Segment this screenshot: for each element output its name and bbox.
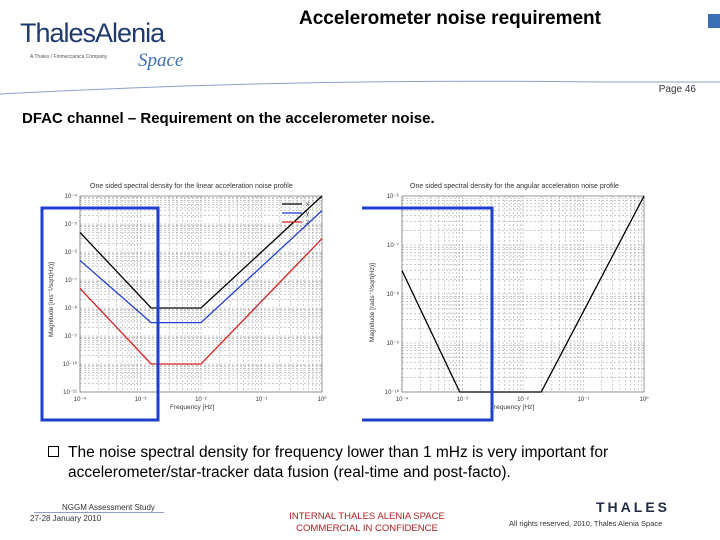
header-divider: [0, 80, 720, 95]
thales-logo: THALES: [596, 499, 670, 515]
footer-date: 27-28 January 2010: [30, 514, 102, 523]
legend-label: z: [306, 220, 309, 226]
legend-label: x: [306, 202, 309, 208]
series-line-x: [79, 195, 323, 309]
y-tick-label: 10⁻⁹: [65, 333, 78, 340]
y-tick-label: 10⁻⁴: [65, 193, 78, 200]
y-tick-label: 10⁻⁶: [65, 249, 78, 256]
chart-title: One sided spectral density for the angul…: [410, 183, 619, 190]
y-tick-label: 10⁻¹¹: [63, 390, 77, 396]
logo-tagline: A Thales / Finmeccanica Company: [30, 54, 108, 60]
x-tick-label: 10⁰: [639, 396, 649, 403]
x-tick-label: 10⁻⁴: [74, 396, 87, 403]
page-title: Accelerometer noise requirement: [298, 8, 601, 29]
y-tick-label: 10⁻⁶: [387, 193, 400, 200]
x-axis-label: Frequency [Hz]: [170, 404, 214, 411]
plot-frame: [79, 195, 323, 393]
page-number: Page 46: [658, 84, 696, 95]
y-axis-label: Magnitude [ms⁻²/sqrt(Hz)]: [48, 262, 55, 337]
x-axis-label: Frequency [Hz]: [490, 404, 534, 411]
angular-acceleration-chart: One sided spectral density for the angul…: [362, 183, 649, 422]
x-tick-label: 10⁻³: [457, 397, 469, 403]
y-tick-label: 10⁻¹⁰: [385, 389, 400, 396]
series-line-y: [79, 210, 323, 324]
chart-title: One sided spectral density for the linea…: [90, 183, 293, 190]
x-tick-label: 10⁻²: [195, 397, 207, 403]
x-tick-label: 10⁻⁴: [396, 396, 409, 403]
y-tick-label: 10⁻⁹: [387, 340, 400, 347]
x-tick-label: 10⁻¹: [256, 397, 268, 403]
y-tick-label: 10⁻⁸: [387, 291, 400, 298]
checkbox-bullet-icon: [48, 446, 59, 457]
logo-space-text: Space: [138, 50, 184, 71]
x-tick-label: 10⁻²: [517, 397, 529, 403]
bullet-text: The noise spectral density for frequency…: [68, 444, 609, 481]
y-tick-label: 10⁻⁷: [387, 242, 399, 249]
linear-acceleration-chart: One sided spectral density for the linea…: [40, 183, 327, 422]
highlight-box: [362, 206, 494, 422]
y-axis-label: Magnitude [rads⁻²/sqrt(Hz)]: [369, 263, 376, 342]
x-tick-label: 10⁻¹: [578, 397, 590, 403]
section-title: DFAC channel – Requirement on the accele…: [22, 110, 435, 127]
series-line-0: [401, 195, 645, 393]
copyright-notice: All rights reserved, 2010, Thales Alenia…: [509, 519, 663, 528]
y-tick-label: 10⁻¹⁰: [63, 361, 78, 368]
y-tick-label: 10⁻⁸: [65, 305, 78, 312]
y-tick-label: 10⁻⁷: [65, 277, 77, 284]
x-tick-label: 10⁰: [317, 396, 327, 403]
legend-label: y: [306, 211, 309, 217]
highlight-box: [40, 206, 160, 422]
logo-wordmark: ThalesAlenia: [20, 18, 165, 48]
footer-study-name: NGGM Assessment Study: [62, 503, 155, 512]
series-line-z: [79, 238, 323, 365]
y-tick-label: 10⁻⁵: [65, 221, 78, 228]
confidentiality-line-1: INTERNAL THALES ALENIA SPACE: [289, 511, 445, 522]
company-logo: ThalesAlenia A Thales / Finmeccanica Com…: [20, 10, 190, 71]
confidentiality-notice: INTERNAL THALES ALENIA SPACE COMMERCIAL …: [262, 511, 472, 535]
corner-accent: [708, 14, 720, 28]
confidentiality-line-2: COMMERCIAL IN CONFIDENCE: [296, 523, 438, 534]
footer-divider: [34, 512, 164, 513]
x-tick-label: 10⁻³: [135, 397, 147, 403]
